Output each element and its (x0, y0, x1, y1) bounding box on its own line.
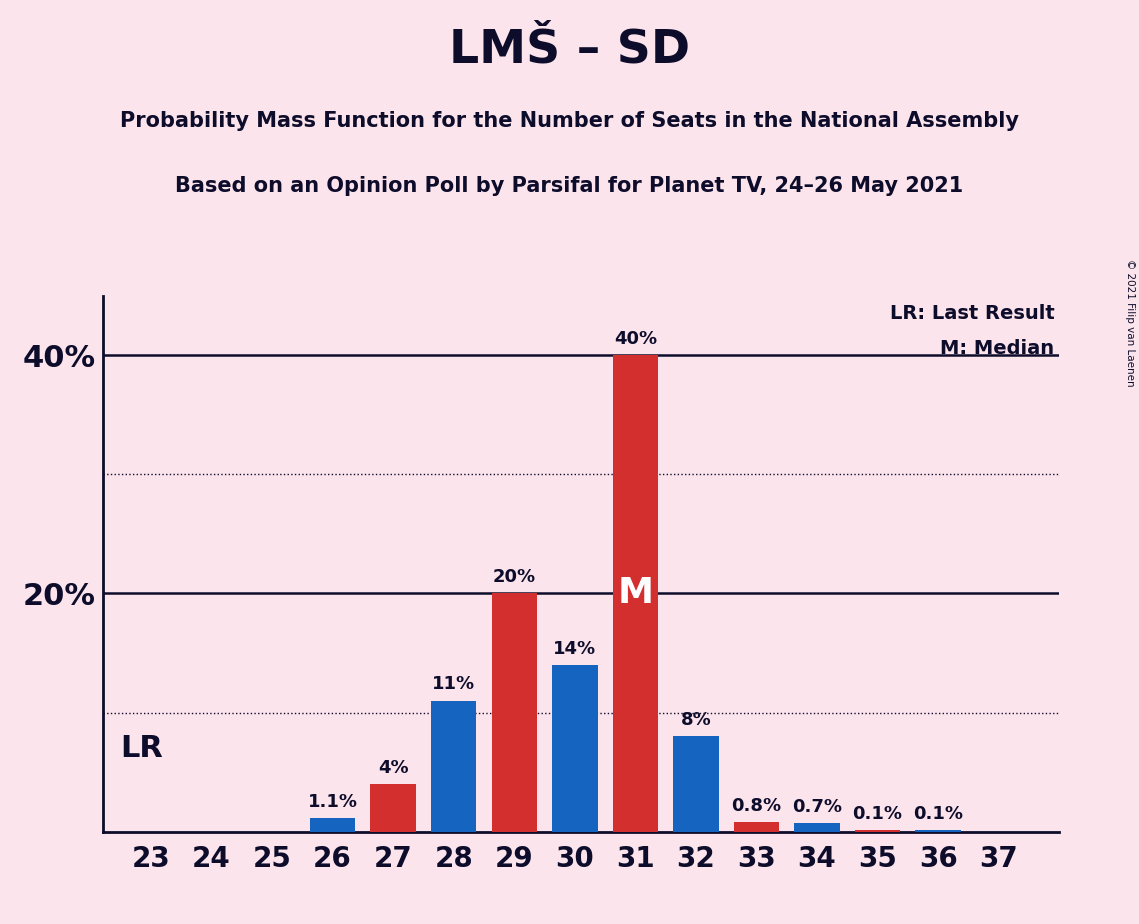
Text: 0.8%: 0.8% (731, 796, 781, 815)
Text: 20%: 20% (493, 568, 535, 586)
Text: LMŠ – SD: LMŠ – SD (449, 28, 690, 73)
Bar (492, 593, 536, 832)
Text: © 2021 Filip van Laenen: © 2021 Filip van Laenen (1125, 259, 1134, 386)
Bar (794, 823, 839, 832)
Bar (310, 819, 355, 832)
Bar (916, 831, 961, 832)
Text: Based on an Opinion Poll by Parsifal for Planet TV, 24–26 May 2021: Based on an Opinion Poll by Parsifal for… (175, 176, 964, 196)
Text: 8%: 8% (681, 711, 712, 729)
Text: M: Median: M: Median (941, 338, 1055, 358)
Text: 1.1%: 1.1% (308, 794, 358, 811)
Text: 0.1%: 0.1% (853, 805, 902, 823)
Bar (370, 784, 416, 832)
Text: 4%: 4% (378, 759, 409, 777)
Text: 14%: 14% (554, 639, 597, 658)
Bar (673, 736, 719, 832)
Text: 11%: 11% (432, 675, 475, 693)
Text: LR: Last Result: LR: Last Result (890, 304, 1055, 322)
Text: Probability Mass Function for the Number of Seats in the National Assembly: Probability Mass Function for the Number… (120, 111, 1019, 131)
Text: 40%: 40% (614, 330, 657, 348)
Bar (855, 831, 900, 832)
Text: LR: LR (121, 734, 164, 762)
Text: M: M (617, 577, 654, 611)
Bar (552, 665, 598, 832)
Bar (431, 700, 476, 832)
Bar (613, 355, 658, 832)
Text: 0.7%: 0.7% (792, 798, 842, 816)
Bar (734, 822, 779, 832)
Text: 0.1%: 0.1% (913, 805, 964, 823)
